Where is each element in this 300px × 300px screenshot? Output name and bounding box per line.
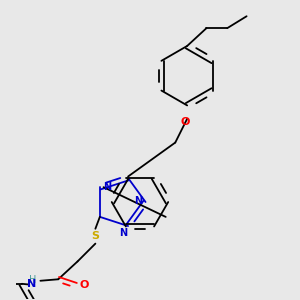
Text: S: S <box>92 231 99 241</box>
Text: H: H <box>28 275 36 285</box>
Text: N: N <box>27 280 36 290</box>
Text: O: O <box>79 280 88 290</box>
Text: N: N <box>119 227 127 238</box>
Text: O: O <box>181 117 190 127</box>
Text: N: N <box>103 182 112 192</box>
Text: N: N <box>134 196 142 206</box>
